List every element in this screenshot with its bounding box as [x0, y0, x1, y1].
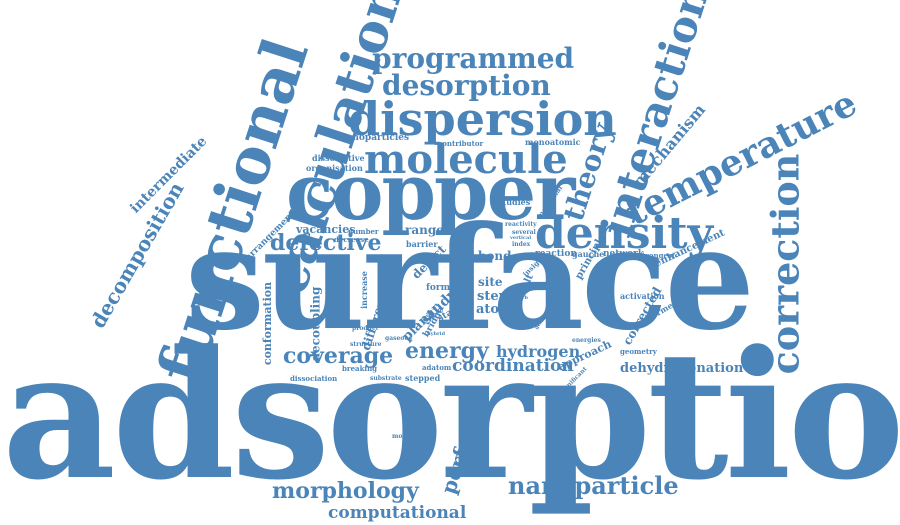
word-decrease: decrease — [334, 235, 369, 244]
word-stepped: stepped — [405, 373, 441, 383]
word-product: product — [352, 325, 379, 332]
word-form: form — [426, 283, 451, 293]
word-conformation: conformation — [261, 281, 275, 366]
word-strongest: strongest — [638, 251, 676, 260]
word-dispersion: dispersion — [348, 92, 617, 146]
word-adsorption: adsorption — [2, 312, 900, 519]
word-adatom: adatom — [422, 363, 452, 372]
word-surface: surface — [185, 196, 755, 362]
word-vacancies: vacancies — [296, 223, 356, 236]
word-programmed: programmed — [372, 42, 575, 75]
word-decoupling: decoupling — [308, 286, 323, 362]
word-molecule: molecule — [364, 136, 568, 183]
word-correction: correction — [762, 153, 808, 375]
word-nanoparticles: nanoparticles — [340, 133, 410, 143]
word-breaking: breaking — [342, 364, 378, 373]
word-organisation: organisation — [306, 163, 363, 173]
word-studies: studies — [498, 197, 531, 207]
word-geometry: geometry — [620, 347, 657, 356]
word-network: network — [603, 249, 645, 259]
word-range: range — [405, 223, 444, 237]
word-coverage: coverage — [283, 343, 394, 369]
word-reactivity: reactivity — [505, 221, 537, 228]
word-dissociation: dissociation — [290, 374, 338, 383]
word-several: several — [512, 229, 536, 236]
word-vertical: vertical — [510, 235, 532, 241]
word-gaseous: gaseous — [385, 335, 413, 342]
word-bond: bond — [478, 249, 512, 263]
word-density: density — [535, 208, 714, 259]
word-number: number — [348, 227, 379, 236]
word-hydrogen: hydrogen — [496, 342, 581, 361]
word-dissociative: dissociative — [312, 153, 365, 163]
word-activation: activation — [620, 291, 665, 301]
word-copper: copper — [286, 147, 575, 238]
word-energy: energy — [405, 338, 489, 364]
word-computational: computational — [328, 503, 467, 523]
word-desorption: desorption — [382, 69, 551, 102]
word-nanoparticle: nanoparticle — [508, 471, 679, 500]
word-dehydrogenation: dehydrogenation — [620, 361, 744, 376]
word-energies: energies — [572, 337, 601, 344]
word-step: step — [477, 289, 508, 304]
word-coordination: coordination — [452, 356, 574, 376]
word-morphology: morphology — [272, 478, 419, 504]
word-contributor: contributor — [438, 139, 484, 148]
word-reaction: reaction — [535, 249, 577, 259]
word-hybrid: hybrid — [427, 331, 446, 337]
word-defective: defective — [270, 230, 382, 256]
word-site: site — [478, 275, 503, 289]
word-increase: increase — [358, 271, 369, 309]
word-structure: structure — [350, 341, 382, 348]
word-barrier: barrier — [406, 239, 438, 249]
word-adsorb: adsorb — [509, 295, 529, 301]
word-index: index — [512, 241, 531, 248]
word-monoatomic: monoatomic — [525, 137, 581, 147]
word-atom: atom — [476, 302, 513, 317]
word-gauche: gauche — [572, 249, 605, 259]
word-monolayer: monolayer — [392, 433, 428, 440]
word-substrate: substrate — [370, 375, 402, 382]
